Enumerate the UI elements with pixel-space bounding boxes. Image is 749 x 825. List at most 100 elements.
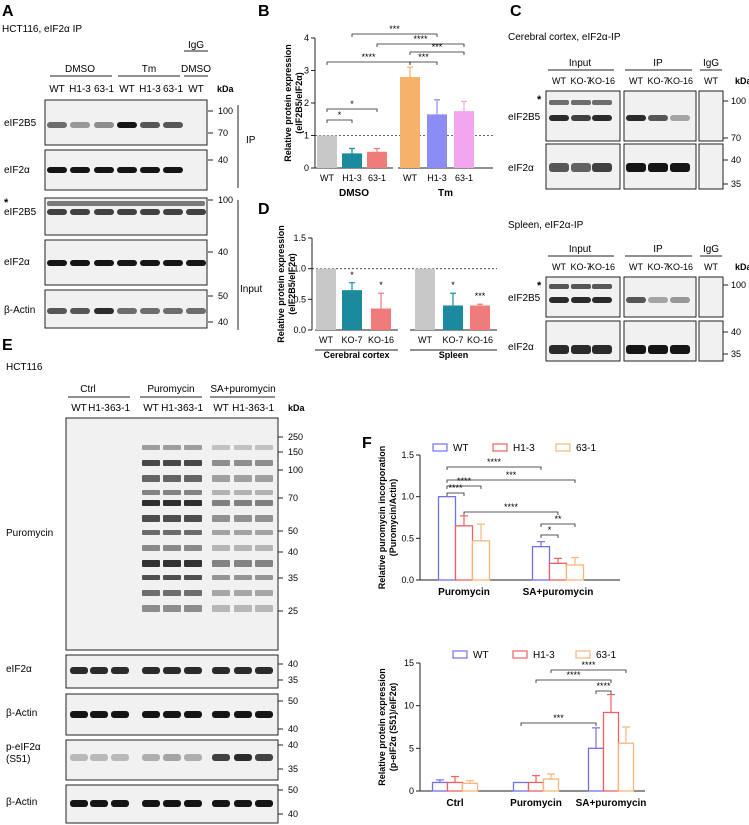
- blot-band: [163, 800, 181, 807]
- blot-band: [571, 163, 591, 172]
- blot-band: [140, 260, 160, 266]
- marker-label: 50: [218, 291, 228, 301]
- panel-label-b: B: [258, 3, 270, 20]
- lane-label: 63-1: [94, 84, 114, 95]
- blot-band: [111, 754, 129, 761]
- blot-band: [626, 115, 646, 121]
- x-tick-label: Puromycin: [510, 798, 562, 809]
- blot-band: [212, 460, 230, 466]
- row-label: Puromycin: [6, 528, 53, 539]
- lane-label: 63-1: [254, 403, 274, 414]
- blot-band: [163, 711, 181, 718]
- marker-label: 40: [288, 740, 298, 750]
- significance-label: ****: [413, 34, 428, 44]
- blot-band: [549, 115, 569, 121]
- lane-label: KO-7: [647, 262, 668, 272]
- x-tick-label: WT: [320, 173, 334, 183]
- blot-band: [70, 260, 90, 266]
- legend-label: H1-3: [533, 650, 555, 661]
- marker-label: 40: [218, 247, 228, 257]
- blot-band: [90, 754, 108, 761]
- blot-band: [163, 209, 183, 215]
- significance-label: ****: [448, 483, 463, 493]
- lane-label: WT: [213, 403, 229, 414]
- blot-band: [163, 545, 181, 551]
- blot-band: [212, 475, 230, 482]
- row-label-line: p-eIF2α: [6, 742, 41, 753]
- significance-label: *: [451, 280, 455, 290]
- bar: [454, 525, 474, 581]
- marker-label: 40: [288, 659, 298, 669]
- bar: [342, 290, 362, 330]
- blot-band: [70, 122, 90, 128]
- blot-band: [212, 445, 230, 450]
- lane-label: WT: [188, 84, 204, 95]
- row-label: eIF2B5: [4, 207, 37, 218]
- x-tick-label: WT: [319, 335, 333, 345]
- blot-band: [140, 308, 160, 314]
- blot-band: [163, 575, 181, 580]
- blot-band: [117, 260, 137, 266]
- bar: [471, 540, 491, 581]
- x-tick-label: H1-3: [342, 173, 362, 183]
- significance-label: ****: [487, 457, 502, 467]
- blot-band: [140, 209, 160, 215]
- y-tick-label: 2: [304, 98, 309, 108]
- blot-band: [90, 667, 108, 674]
- bar: [342, 153, 362, 168]
- significance-label: ***: [506, 470, 517, 480]
- bar: [427, 114, 447, 168]
- blot-band: [571, 297, 591, 303]
- blot-band: [186, 308, 206, 314]
- blot-band: [117, 209, 137, 215]
- x-tick-label: KO-7: [341, 335, 362, 345]
- significance-label: **: [554, 514, 562, 524]
- panel-a-lane-labels: WT H1-3 63-1 WT H1-3 63-1 WT: [49, 84, 204, 95]
- blot-band: [163, 475, 181, 482]
- legend-swatch: [452, 650, 468, 659]
- marker-label: 100: [218, 195, 233, 205]
- section-label-input: Input: [240, 284, 262, 295]
- y-tick-label: 1.0: [293, 264, 306, 274]
- blot-band: [234, 500, 252, 506]
- asterisk: *: [537, 94, 542, 106]
- y-tick-label: 10: [404, 701, 414, 711]
- blot-band: [142, 530, 160, 535]
- blot-band: [184, 800, 202, 807]
- y-axis-label-line: (Puromycin/Actin): [388, 479, 398, 557]
- row-label: eIF2α: [508, 342, 534, 353]
- marker-label: 150: [288, 447, 303, 457]
- asterisk: *: [4, 197, 9, 209]
- blot-band: [184, 500, 202, 506]
- blot-band: [670, 115, 690, 121]
- blot-band: [571, 284, 591, 289]
- x-tick-label: KO-7: [442, 335, 463, 345]
- blot-band: [184, 445, 202, 450]
- y-tick-label: 0: [409, 786, 414, 796]
- significance-label: ***: [553, 713, 564, 723]
- legend-label: WT: [453, 443, 469, 454]
- blot-band: [234, 754, 252, 761]
- bar: [617, 742, 635, 792]
- significance-label: *: [350, 270, 354, 280]
- row-label: eIF2B5: [508, 112, 541, 123]
- blot-band: [70, 667, 88, 674]
- x-tick-label: H1-3: [427, 173, 447, 183]
- group-label: Ctrl: [80, 384, 96, 395]
- bar: [454, 111, 474, 168]
- blot-band: [255, 475, 273, 482]
- lane-label: KO-16: [667, 262, 693, 272]
- panel-c-title-bottom: Spleen, eIF2α-IP: [508, 220, 584, 231]
- y-tick-label: 1.0: [401, 492, 414, 502]
- legend-swatch: [575, 650, 591, 659]
- marker-label: 50: [288, 696, 298, 706]
- blot-band: [70, 800, 88, 807]
- significance-bracket: [409, 61, 438, 65]
- y-axis-label-line: Relative protein expression: [377, 668, 387, 786]
- group-label: SA+puromycin: [210, 384, 275, 395]
- blot-band: [234, 445, 252, 450]
- y-axis-label-line: Relative puromycin incorporation: [377, 446, 387, 590]
- blot-band: [142, 490, 160, 495]
